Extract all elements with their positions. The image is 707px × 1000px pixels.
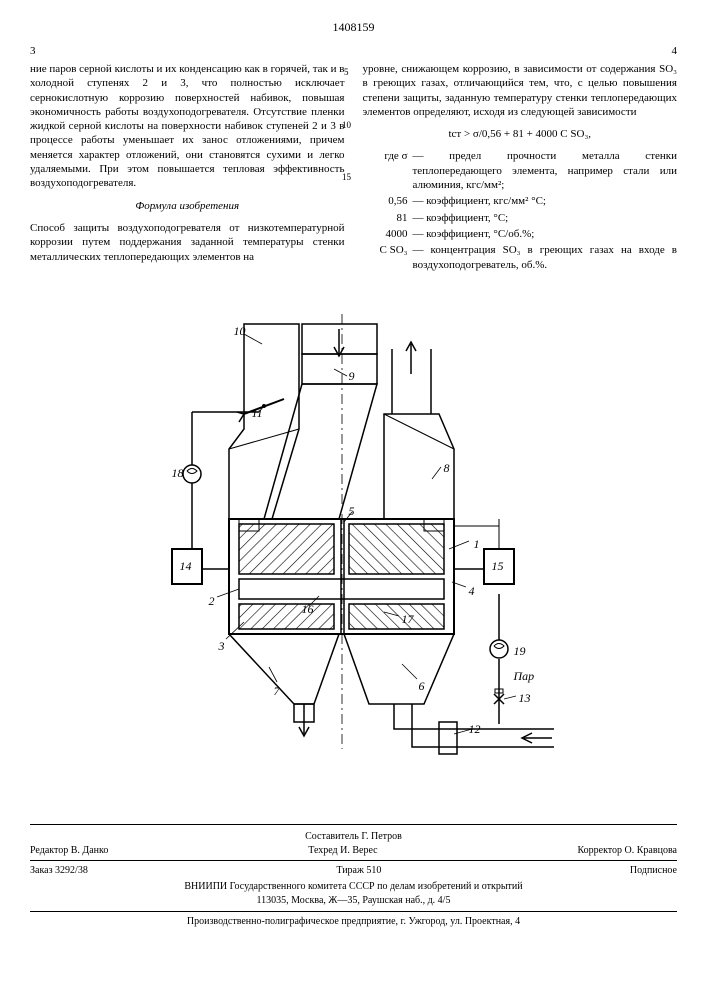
fig-label-12: 12	[469, 722, 481, 737]
footer-tiraz: Тираж 510	[336, 864, 381, 878]
fig-label-par: Пар	[514, 669, 535, 684]
def-row: 4000 — коэффициент, °С/об.%;	[363, 227, 678, 241]
def-txt: — коэффициент, кгс/мм² °С;	[413, 194, 678, 208]
right-p1: уровне, снижающем коррозию, в зависимост…	[363, 62, 678, 119]
fig-label-1: 1	[474, 537, 480, 552]
footer-podpis: Подписное	[630, 864, 677, 878]
fig-label-19: 19	[514, 644, 526, 659]
def-txt: — предел прочности металла стенки теплоп…	[413, 149, 678, 192]
def-sym: 4000	[363, 227, 413, 241]
def-txt: — коэффициент, °С/об.%;	[413, 227, 678, 241]
fig-label-17: 17	[402, 612, 414, 627]
footer-order: Заказ 3292/38	[30, 864, 88, 878]
def-txt: — концентрация SO₃ в греющих газах на вх…	[413, 243, 678, 272]
footer-row-1: Редактор В. Данко Техред И. Верес Коррек…	[30, 844, 677, 858]
formula-title: Формула изобретения	[30, 199, 345, 213]
page-numbers: 3 4	[30, 45, 677, 57]
left-p2: Способ защиты воздухоподогревателя от ни…	[30, 221, 345, 264]
def-sym: 81	[363, 211, 413, 225]
def-row: 0,56 — коэффициент, кгс/мм² °С;	[363, 194, 678, 208]
fig-label-4: 4	[469, 584, 475, 599]
def-sym: С SO₃	[363, 243, 413, 272]
footer-line1: ВНИИПИ Государственного комитета СССР по…	[30, 880, 677, 894]
fig-label-15: 15	[492, 559, 504, 574]
fig-label-5: 5	[349, 504, 355, 519]
line-number-10: 10	[342, 120, 351, 130]
left-p1: ние паров серной кислоты и их конденсаци…	[30, 62, 345, 191]
footer-corrector: Корректор О. Кравцова	[577, 844, 677, 858]
line-number-5: 5	[344, 67, 349, 77]
formula: tст > σ/0,56 + 81 + 4000 C SO₃,	[363, 127, 678, 141]
fig-label-13: 13	[519, 691, 531, 706]
text-columns: ние паров серной кислоты и их конденсаци…	[30, 62, 677, 274]
footer-line3: Производственно-полиграфическое предприя…	[30, 911, 677, 929]
def-sym: 0,56	[363, 194, 413, 208]
fig-label-10: 10	[234, 324, 246, 339]
def-txt: — коэффициент, °С;	[413, 211, 678, 225]
fig-label-16: 16	[302, 602, 314, 617]
right-column: уровне, снижающем коррозию, в зависимост…	[363, 62, 678, 274]
right-page-num: 4	[672, 45, 678, 57]
line-number-15: 15	[342, 172, 351, 182]
fig-label-3: 3	[219, 639, 225, 654]
def-row: С SO₃ — концентрация SO₃ в греющих газах…	[363, 243, 678, 272]
footer-compositor: Составитель Г. Петров	[30, 830, 677, 844]
fig-label-11: 11	[252, 406, 263, 421]
fig-label-2: 2	[209, 594, 215, 609]
fig-label-9: 9	[349, 369, 355, 384]
footer-editor: Редактор В. Данко	[30, 844, 108, 858]
left-page-num: 3	[30, 45, 36, 57]
fig-label-6: 6	[419, 679, 425, 694]
footer-row-2: Заказ 3292/38 Тираж 510 Подписное	[30, 860, 677, 878]
left-column: ние паров серной кислоты и их конденсаци…	[30, 62, 345, 274]
fig-label-14: 14	[180, 559, 192, 574]
definitions: где σ — предел прочности металла стенки …	[363, 149, 678, 271]
document-number: 1408159	[30, 20, 677, 35]
footer-tehred: Техред И. Верес	[308, 844, 377, 858]
def-row: 81 — коэффициент, °С;	[363, 211, 678, 225]
fig-label-8: 8	[444, 461, 450, 476]
technical-diagram: 1 2 3 4 5 6 7 8 9 10 11 12 13 14 15 16 1…	[144, 294, 564, 794]
def-row: где σ — предел прочности металла стенки …	[363, 149, 678, 192]
fig-label-18: 18	[172, 466, 184, 481]
def-sym: где σ	[363, 149, 413, 192]
footer-line2: 113035, Москва, Ж—35, Раушская наб., д. …	[30, 894, 677, 908]
fig-label-7: 7	[274, 684, 280, 699]
footer: Составитель Г. Петров Редактор В. Данко …	[30, 824, 677, 929]
